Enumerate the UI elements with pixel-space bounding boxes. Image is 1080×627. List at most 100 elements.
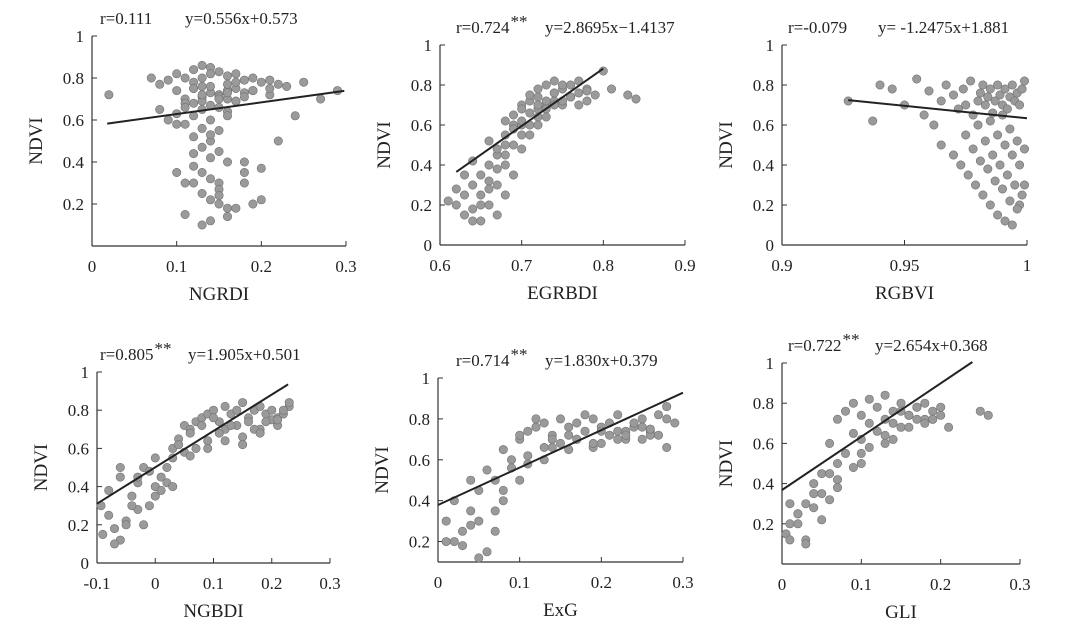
data-point xyxy=(868,116,878,126)
data-point xyxy=(912,414,922,424)
data-point xyxy=(936,410,946,420)
data-point xyxy=(474,553,484,563)
data-point xyxy=(980,100,990,110)
data-point xyxy=(993,80,1003,90)
data-point xyxy=(451,184,461,194)
fit-equation-label: y=1.905x+0.501 xyxy=(188,345,301,364)
x-tick-label: 0.1 xyxy=(509,573,530,592)
y-tick-label: 0.2 xyxy=(411,196,432,215)
data-point xyxy=(273,79,283,89)
data-point xyxy=(525,90,535,100)
data-point xyxy=(231,69,241,79)
data-point xyxy=(929,120,939,130)
data-point xyxy=(832,414,842,424)
data-point xyxy=(549,88,559,98)
data-point xyxy=(110,539,120,549)
data-point xyxy=(476,190,486,200)
data-point xyxy=(980,136,990,146)
data-point xyxy=(492,180,502,190)
data-point xyxy=(223,88,233,98)
data-point xyxy=(515,475,525,485)
x-tick-label: 0.7 xyxy=(511,256,533,275)
data-point xyxy=(848,462,858,472)
data-point xyxy=(864,418,874,428)
y-tick-label: 0.6 xyxy=(409,451,430,470)
data-point xyxy=(590,90,600,100)
y-axis-title: NDVI xyxy=(374,121,395,169)
data-point xyxy=(936,96,946,106)
y-tick-label: 1 xyxy=(76,27,85,46)
data-point xyxy=(582,86,592,96)
data-point xyxy=(580,426,590,436)
data-point xyxy=(316,94,326,104)
data-point xyxy=(476,216,486,226)
data-point xyxy=(968,144,978,154)
y-tick-label: 0.4 xyxy=(753,475,775,494)
y-tick-label: 0.2 xyxy=(68,516,89,535)
data-point xyxy=(956,160,966,170)
data-point xyxy=(244,417,254,427)
data-point xyxy=(1015,100,1025,110)
data-point xyxy=(490,526,500,536)
data-point xyxy=(482,465,492,475)
data-point xyxy=(226,420,236,430)
data-point xyxy=(146,73,156,83)
data-point xyxy=(523,451,533,461)
data-point xyxy=(115,462,125,472)
data-point xyxy=(958,84,968,94)
data-point xyxy=(555,438,565,448)
x-tick-label: -0.1 xyxy=(84,574,111,593)
data-point xyxy=(948,90,958,100)
data-point xyxy=(613,426,623,436)
data-point xyxy=(441,537,451,547)
data-point xyxy=(484,184,494,194)
data-point xyxy=(238,440,248,450)
data-point xyxy=(476,200,486,210)
data-point xyxy=(912,74,922,84)
data-point xyxy=(928,414,938,424)
data-point xyxy=(172,168,182,178)
data-point xyxy=(206,81,216,91)
data-point xyxy=(904,410,914,420)
data-point xyxy=(985,84,995,94)
data-point xyxy=(880,430,890,440)
x-tick-label: 0 xyxy=(778,575,787,594)
data-point xyxy=(801,539,811,549)
data-point xyxy=(104,510,114,520)
data-point xyxy=(840,406,850,416)
y-tick-label: 0.4 xyxy=(68,478,90,497)
data-point xyxy=(525,108,535,118)
data-point xyxy=(848,428,858,438)
y-tick-label: 0.4 xyxy=(753,156,775,175)
data-point xyxy=(523,426,533,436)
data-point xyxy=(508,110,518,120)
data-point xyxy=(500,140,510,150)
data-point xyxy=(896,398,906,408)
data-point xyxy=(995,90,1005,100)
data-point xyxy=(238,432,248,442)
data-point xyxy=(223,203,233,213)
regression-line xyxy=(781,361,973,491)
data-point xyxy=(973,120,983,130)
data-point xyxy=(825,438,835,448)
data-point xyxy=(993,130,1003,140)
x-tick-label: 0.2 xyxy=(251,257,272,276)
data-point xyxy=(239,168,249,178)
data-point xyxy=(1005,124,1015,134)
y-tick-label: 0.2 xyxy=(63,195,84,214)
r-value-label: r=-0.079 xyxy=(788,18,847,37)
data-point xyxy=(888,418,898,428)
data-point xyxy=(924,86,934,96)
data-point xyxy=(150,453,160,463)
data-point xyxy=(990,96,1000,106)
y-tick-label: 0.8 xyxy=(63,69,84,88)
x-tick-label: 1 xyxy=(1023,256,1032,275)
significance-marker: ** xyxy=(843,330,860,349)
data-point xyxy=(997,184,1007,194)
data-point xyxy=(574,88,584,98)
data-point xyxy=(1000,140,1010,150)
data-point xyxy=(468,204,478,214)
regression-line xyxy=(96,383,289,505)
data-point xyxy=(1000,84,1010,94)
data-point xyxy=(983,164,993,174)
